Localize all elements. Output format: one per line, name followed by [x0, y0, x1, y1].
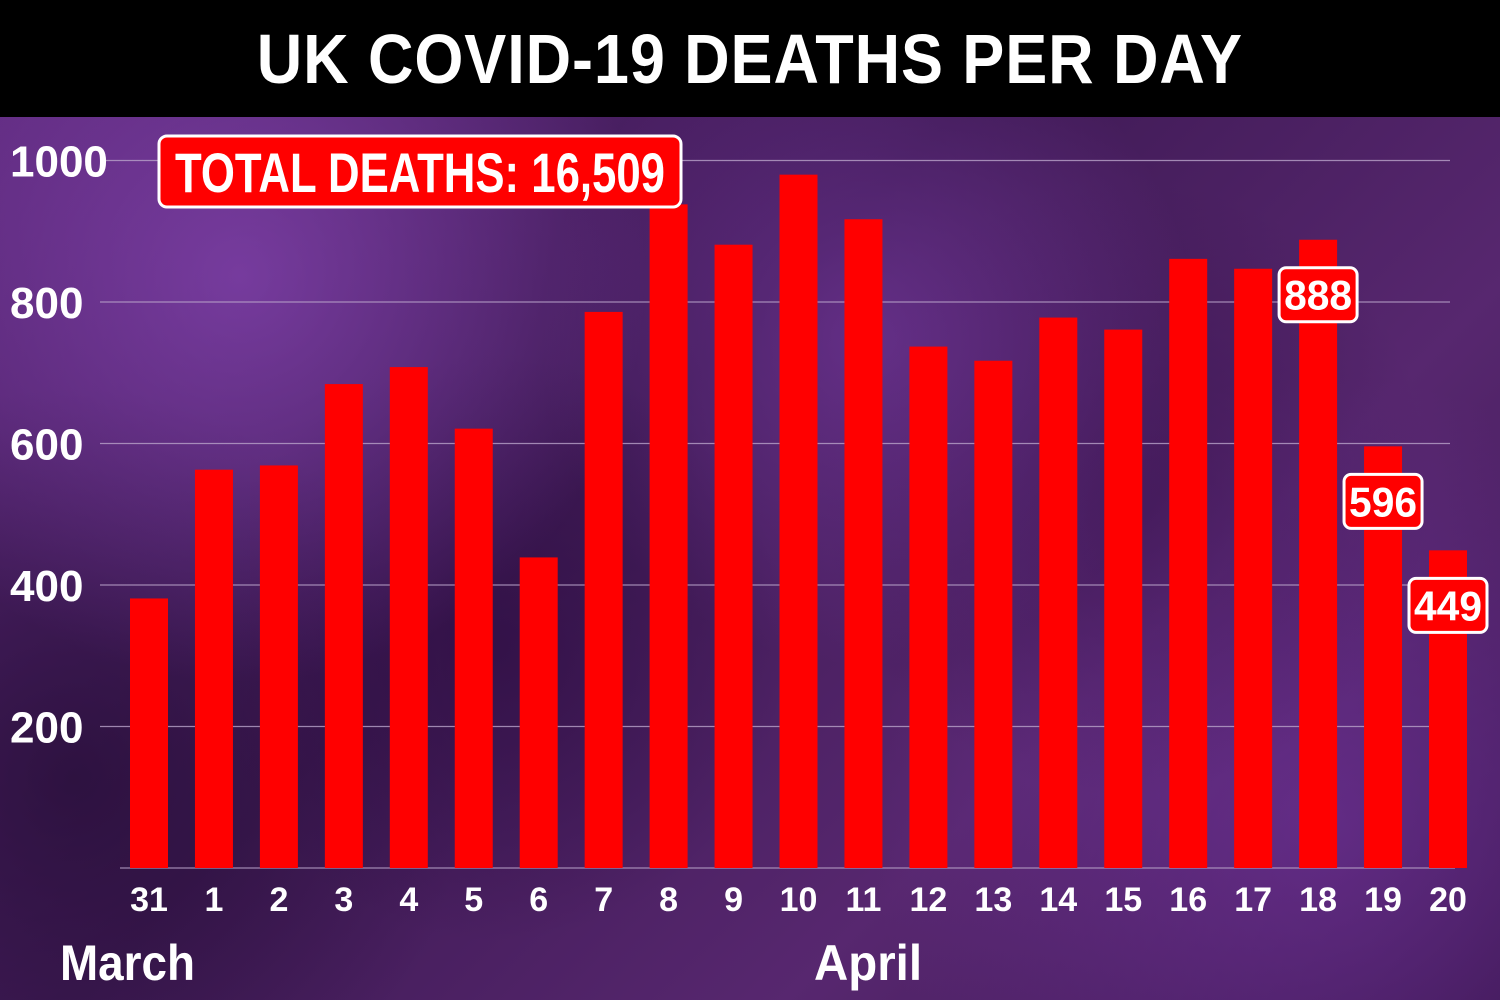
bar	[844, 219, 883, 868]
x-tick-label: 12	[909, 881, 947, 919]
x-tick-label: 17	[1234, 881, 1272, 919]
x-axis-ticks: 31 1 2 3 4 5 6 7 8 9 10 11 12 13 14 15 16 17 18 19 20	[130, 881, 1467, 919]
bar	[1234, 268, 1273, 868]
bar	[1299, 239, 1338, 869]
bar	[454, 428, 493, 868]
data-label-box	[1342, 472, 1424, 530]
x-tick-label: 10	[780, 881, 818, 919]
x-tick-label: 16	[1169, 881, 1207, 919]
x-tick-label: 4	[399, 881, 418, 919]
x-tick-label: 9	[724, 881, 743, 919]
x-tick-label: 13	[974, 881, 1012, 919]
y-tick-label: 200	[10, 704, 83, 753]
bar	[519, 557, 558, 868]
total-deaths-callout-box	[157, 134, 683, 209]
data-label: 449	[1407, 576, 1489, 634]
x-tick-label: 6	[529, 881, 548, 919]
x-tick-label: 8	[659, 881, 678, 919]
bar	[130, 598, 168, 868]
data-label-box	[1277, 266, 1359, 324]
chart-title: UK COVID-19 DEATHS PER DAY	[256, 19, 1244, 98]
bar	[259, 465, 298, 868]
y-axis-ticks: 200 400 600 800 1000	[10, 138, 108, 753]
y-tick-label: 800	[10, 279, 83, 328]
data-label-callouts: 888 596 449	[1277, 266, 1489, 634]
x-tick-label: 5	[464, 881, 483, 919]
x-tick-label: 15	[1104, 881, 1142, 919]
x-tick-label: 18	[1299, 881, 1337, 919]
data-label-text: 596	[1349, 478, 1417, 525]
bar	[324, 384, 363, 868]
bar	[714, 244, 753, 868]
y-tick-label: 600	[10, 421, 83, 470]
data-label-text: 449	[1414, 582, 1482, 629]
title-bar: UK COVID-19 DEATHS PER DAY	[0, 0, 1500, 117]
y-tick-label: 1000	[10, 138, 108, 187]
x-tick-label: 2	[269, 881, 288, 919]
y-tick-label: 400	[10, 562, 83, 611]
total-deaths-callout: TOTAL DEATHS: 16,509	[157, 134, 683, 209]
bars	[130, 174, 1467, 869]
bar	[584, 311, 623, 868]
data-label-box	[1407, 576, 1489, 634]
bar	[389, 367, 428, 868]
bar	[1039, 317, 1078, 868]
bar	[1104, 329, 1143, 868]
data-label-text: 888	[1284, 272, 1352, 319]
x-tick-label: 19	[1364, 881, 1402, 919]
data-label: 888	[1277, 266, 1359, 324]
bar	[779, 174, 818, 868]
x-tick-label: 3	[334, 881, 353, 919]
bar	[909, 346, 948, 868]
month-label-march: March	[60, 935, 195, 991]
bar	[1169, 258, 1208, 868]
data-label: 596	[1342, 472, 1424, 530]
x-tick-label: 7	[594, 881, 613, 919]
bar	[649, 204, 688, 869]
x-tick-label: 20	[1429, 881, 1467, 919]
x-tick-label: 31	[130, 881, 168, 919]
month-label-april: April	[814, 935, 922, 991]
x-tick-label: 1	[204, 881, 223, 919]
bar	[974, 360, 1013, 868]
x-tick-label: 11	[845, 881, 881, 919]
x-tick-label: 14	[1039, 881, 1077, 919]
bar	[194, 469, 233, 868]
total-deaths-callout-text: TOTAL DEATHS: 16,509	[175, 141, 665, 204]
